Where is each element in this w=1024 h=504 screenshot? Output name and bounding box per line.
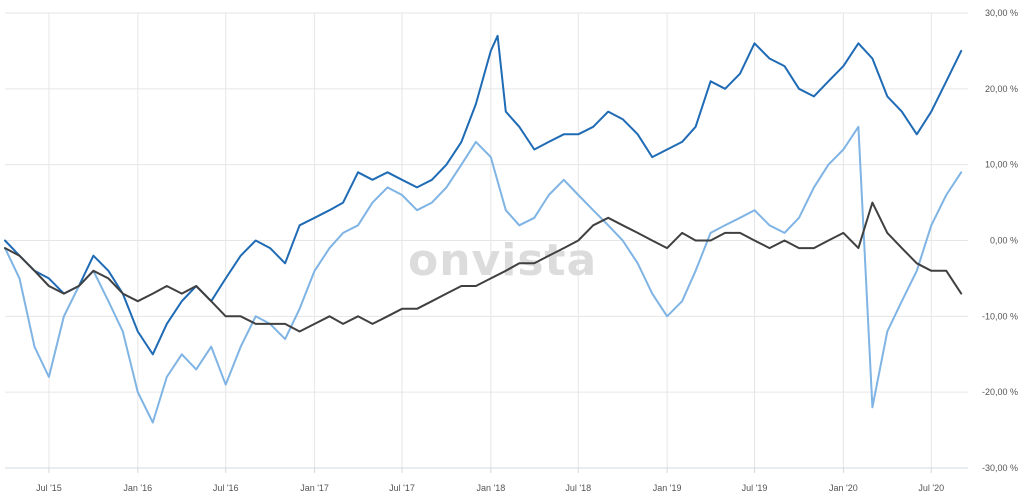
y-tick-label: -30,00 % xyxy=(982,463,1018,473)
x-tick-label: Jan '19 xyxy=(653,483,682,493)
series-line-2 xyxy=(4,125,963,424)
x-tick-label: Jan '18 xyxy=(476,483,505,493)
x-tick-label: Jul '16 xyxy=(213,483,239,493)
watermark-logo: onvista xyxy=(408,235,597,286)
x-tick-label: Jan '20 xyxy=(829,483,858,493)
series-layer xyxy=(4,34,963,424)
y-tick-label: 0,00 % xyxy=(990,236,1018,246)
y-tick-label: 20,00 % xyxy=(985,84,1018,94)
x-axis-labels: Jul '15 Jan '16 Jul '16 Jan '17 Jul '17 Jan '… xyxy=(36,483,944,493)
x-tick-label: Jul '18 xyxy=(565,483,591,493)
axis-layer xyxy=(5,467,968,473)
x-tick-label: Jan '17 xyxy=(300,483,329,493)
x-tick-label: Jul '15 xyxy=(36,483,62,493)
y-axis-labels: 30,00 % 20,00 % 10,00 % 0,00 % -10,00 % -20,0… xyxy=(982,8,1018,473)
y-tick-label: -10,00 % xyxy=(982,311,1018,321)
x-tick-label: Jan '16 xyxy=(123,483,152,493)
y-tick-label: 10,00 % xyxy=(985,160,1018,170)
series-line-1 xyxy=(4,34,963,356)
x-tick-label: Jul '19 xyxy=(742,483,768,493)
x-tick-label: Jul '17 xyxy=(389,483,415,493)
y-tick-label: -20,00 % xyxy=(982,387,1018,397)
series-line-3 xyxy=(4,201,963,333)
x-tick-label: Jul '20 xyxy=(918,483,944,493)
y-tick-label: 30,00 % xyxy=(985,8,1018,18)
